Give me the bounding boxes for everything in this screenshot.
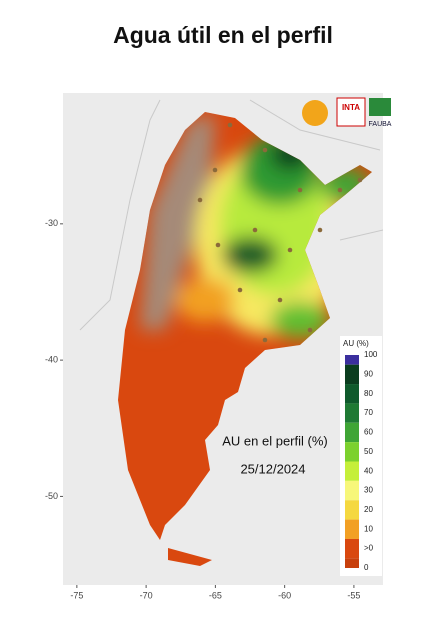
legend-swatch [345, 461, 359, 481]
logo-mark [302, 100, 328, 126]
x-tick-label: -75 [70, 590, 83, 600]
annotation: AU en el perfil (%) [222, 433, 327, 448]
legend-label: 0 [364, 563, 369, 572]
tierra-del-fuego [168, 548, 212, 566]
stations [197, 122, 363, 343]
legend-swatch [345, 355, 359, 365]
legend-label: 40 [364, 466, 373, 475]
legend-label: >0 [364, 544, 374, 553]
legend-swatch [345, 480, 359, 501]
neighbor-borders [79, 99, 384, 331]
legend-swatch [345, 519, 359, 539]
legend-swatch [345, 442, 359, 462]
legend-label: 50 [364, 447, 373, 456]
legend-label: 100 [364, 350, 378, 359]
legend-label: 70 [364, 408, 373, 417]
title: Agua útil en el perfil [113, 22, 333, 48]
x-tick-label: -70 [140, 590, 153, 600]
inta-logo [336, 97, 366, 127]
legend-label: 80 [364, 389, 373, 398]
x-tick-label: -65 [209, 590, 222, 600]
x-tick-label: -55 [347, 590, 360, 600]
y-tick-label: -40 [45, 354, 58, 364]
legend-label: 90 [364, 369, 373, 378]
legend-swatch [345, 500, 359, 520]
y-tick-label: -30 [45, 218, 58, 228]
x-tick-label: -60 [278, 590, 291, 600]
logos: INTA FAUBA [302, 97, 392, 128]
legend-title: AU (%) [343, 339, 369, 348]
logo-text: INTA [342, 103, 360, 112]
legend-label: 20 [364, 505, 373, 514]
legend-label: 60 [364, 428, 373, 437]
legend-label: 30 [364, 486, 373, 495]
legend-swatch [345, 384, 359, 404]
legend-swatch [345, 364, 359, 385]
logo-text: FAUBA [369, 121, 392, 128]
legend-label: 10 [364, 524, 373, 533]
fauba-logo [369, 98, 391, 116]
annotation: 25/12/2024 [240, 461, 305, 476]
legend-swatch [345, 403, 359, 423]
y-tick-label: -50 [45, 491, 58, 501]
legend-swatch [345, 422, 359, 443]
legend-swatch [345, 538, 359, 559]
legend-swatch [345, 558, 359, 568]
